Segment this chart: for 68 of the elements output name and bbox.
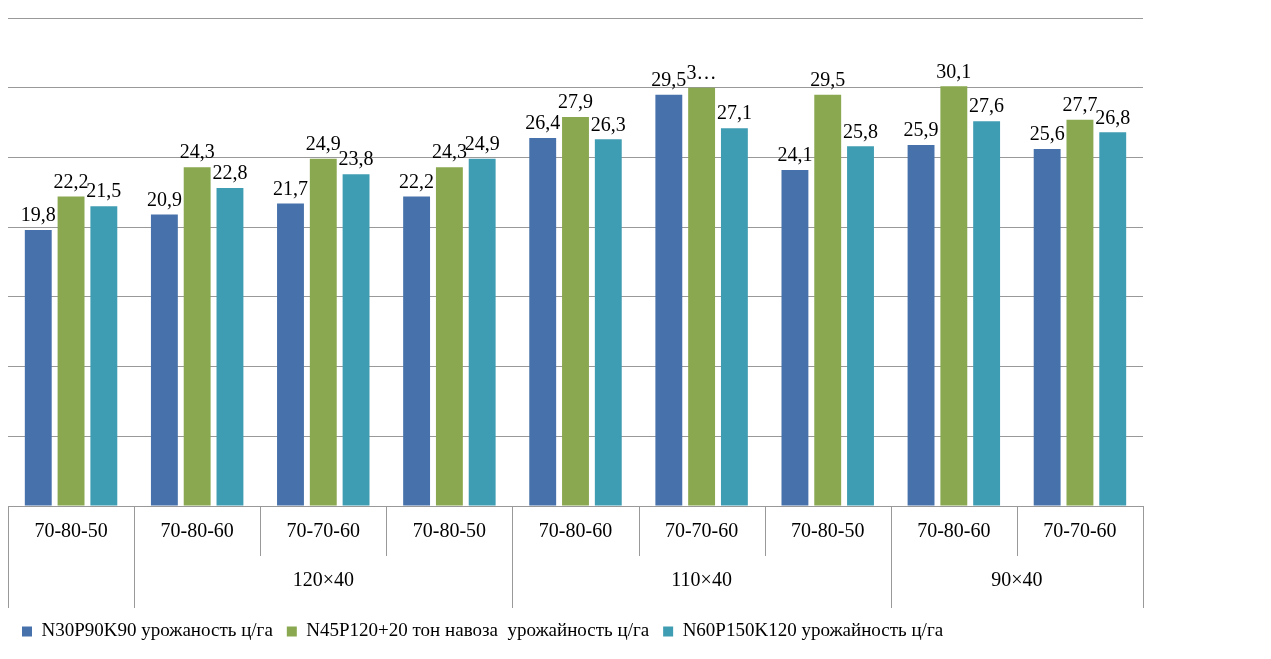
bar [655,94,683,506]
bar [973,121,1001,506]
bar [183,167,211,506]
bar [309,158,337,506]
data-label: 23,8 [338,147,374,170]
x-tick-label: 70-80-60 [160,519,234,542]
data-label: 27,1 [716,101,752,124]
bar [342,174,370,506]
data-label: 21,7 [272,176,308,199]
data-label: 25,9 [903,118,939,141]
bar [940,86,968,506]
data-label: 27,6 [969,94,1005,117]
bar [57,196,85,506]
bar [216,188,244,506]
data-label: 24,9 [305,132,341,155]
bar [529,137,557,506]
data-label: 25,6 [1029,122,1065,145]
data-label: 24,3 [431,140,467,163]
data-label: 19,8 [20,203,56,226]
bar [403,196,431,506]
bar [847,146,874,506]
bar [814,94,842,506]
legend-label: N60P150K120 урожайность ц/га [682,619,944,641]
data-label: 20,9 [146,187,182,210]
bar [781,169,809,506]
bar [468,158,496,506]
x-tick-label: 70-70-60 [1043,519,1117,542]
data-label: 29,5 [810,67,846,90]
bar [562,116,589,506]
bar [150,214,178,506]
bar [907,144,935,506]
data-label: 26,4 [525,111,561,134]
bar [688,87,716,506]
data-label: 21,5 [86,179,122,202]
x-tick-label: 70-80-50 [412,519,487,542]
x-tick-label: 70-80-60 [538,519,613,542]
text: 120×40 [292,568,354,591]
data-label: 30,1 [936,59,972,82]
x-tick-label: 70-70-60 [286,519,360,542]
bar [24,229,52,506]
data-label: 24,1 [777,143,813,166]
bar [1099,132,1127,506]
bar [720,128,748,506]
data-label: 22,2 [399,169,435,192]
data-label: 22,8 [212,161,248,184]
bar [435,167,463,506]
data-label: 24,3 [179,140,215,163]
data-label: 3… [686,60,717,83]
x-tick-label: 70-80-50 [791,519,865,542]
bar [90,206,118,506]
x-tick-label: 70-80-50 [34,519,108,542]
text: 110×40 [671,568,732,591]
x-tick-label: 70-70-60 [664,519,739,542]
data-label: 22,2 [53,169,89,192]
data-label: 25,8 [843,119,879,142]
data-label: 27,9 [558,90,593,113]
x-tick-label: 70-80-60 [917,519,991,542]
data-label: 27,7 [1062,93,1098,116]
text: 90×40 [991,568,1043,591]
data-label: 26,8 [1095,105,1131,128]
bar [594,139,622,506]
legend-label: N45P120+20 тон навоза урожайность ц/га [306,619,650,641]
bar [277,203,304,506]
legend-label: N30P90K90 урожаность ц/га [41,619,274,641]
bar [1033,149,1061,506]
bar [1066,119,1094,506]
data-label: 26,3 [590,112,626,135]
data-label: 29,5 [651,67,687,90]
